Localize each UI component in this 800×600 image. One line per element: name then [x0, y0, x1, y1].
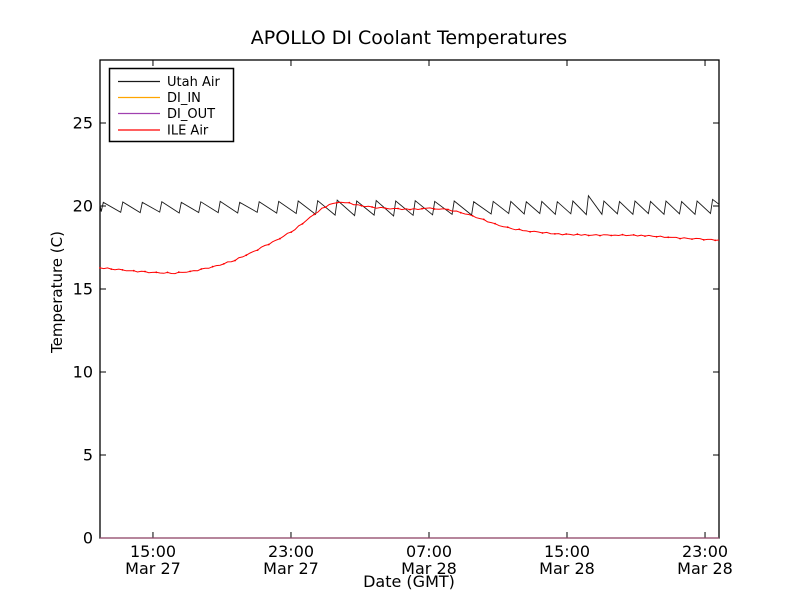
series-ile-air — [99, 201, 720, 275]
data-point-marker — [121, 269, 124, 271]
y-tick-label: 10 — [73, 363, 93, 382]
x-tick-time: 23:00 — [268, 542, 314, 561]
data-point-marker — [301, 222, 304, 225]
data-point-marker — [433, 208, 436, 210]
data-point-marker — [384, 207, 387, 210]
data-point-marker — [702, 239, 705, 241]
y-tick-label: 15 — [73, 280, 93, 299]
data-point-marker — [565, 233, 568, 235]
data-point-marker — [234, 259, 237, 262]
data-point-marker — [644, 235, 646, 238]
x-tick-time: 23:00 — [682, 542, 728, 561]
y-tick-labels: 0 5 10 15 20 25 — [73, 114, 93, 548]
data-point-marker — [506, 226, 509, 229]
data-point-marker — [632, 234, 635, 236]
series-utah-air — [99, 194, 720, 217]
data-point-marker — [348, 201, 351, 204]
data-point-marker — [576, 233, 579, 236]
x-tick-date: Mar 27 — [125, 559, 181, 578]
y-tick-label: 5 — [83, 446, 93, 465]
data-point-marker — [336, 201, 338, 204]
data-point-marker — [360, 204, 363, 207]
data-point-marker — [211, 265, 214, 268]
data-point-marker — [256, 249, 259, 252]
data-point-marker — [667, 236, 670, 239]
data-point-marker — [144, 270, 146, 273]
data-point-marker — [655, 235, 658, 238]
legend: Utah Air DI_IN DI_OUT ILE Air — [108, 67, 235, 143]
data-point-marker — [494, 222, 496, 225]
x-tick-date: Mar 27 — [263, 559, 319, 578]
y-axis-label: Temperature (C) — [48, 231, 66, 354]
data-point-marker — [132, 269, 135, 272]
legend-label-utah-air: Utah Air — [167, 75, 220, 90]
ile-air-point-markers — [99, 201, 717, 274]
x-tick-date: Mar 28 — [401, 559, 457, 578]
data-point-marker — [110, 268, 113, 270]
chart-title: APOLLO DI Coolant Temperatures — [251, 27, 567, 49]
data-point-marker — [714, 239, 717, 242]
data-point-marker — [222, 263, 225, 265]
x-tick-date: Mar 28 — [539, 559, 595, 578]
series-group — [99, 194, 720, 539]
data-point-marker — [155, 271, 158, 274]
y-tick-label: 25 — [73, 114, 93, 133]
data-point-marker — [267, 243, 270, 246]
data-point-marker — [200, 268, 203, 270]
data-point-marker — [290, 231, 293, 234]
data-point-marker — [313, 213, 315, 216]
x-tick-date: Mar 28 — [677, 559, 733, 578]
data-point-marker — [397, 207, 399, 210]
data-point-marker — [447, 208, 449, 211]
data-point-marker — [166, 271, 169, 274]
data-point-marker — [529, 230, 531, 233]
data-point-marker — [245, 254, 248, 257]
data-point-marker — [691, 238, 693, 241]
data-point-marker — [471, 214, 474, 217]
data-point-marker — [541, 232, 544, 234]
legend-label-di-in: DI_IN — [167, 91, 201, 106]
data-point-marker — [679, 237, 681, 240]
data-point-marker — [459, 211, 462, 214]
data-point-marker — [409, 208, 411, 211]
x-tick-time: 07:00 — [406, 542, 452, 561]
legend-label-ile-air: ILE Air — [167, 124, 209, 139]
data-point-marker — [587, 234, 590, 237]
data-point-marker — [177, 271, 180, 274]
data-point-marker — [99, 267, 101, 269]
data-point-marker — [279, 237, 281, 240]
data-point-marker — [482, 218, 485, 221]
x-tick-time: 15:00 — [544, 542, 590, 561]
data-point-marker — [621, 233, 624, 236]
data-point-marker — [189, 270, 192, 273]
x-axis-label: Date (GMT) — [363, 572, 455, 591]
x-tick-labels: 15:00 Mar 27 23:00 Mar 27 07:00 Mar 28 1… — [125, 542, 733, 578]
data-point-marker — [554, 233, 556, 235]
data-point-marker — [599, 234, 601, 237]
data-point-marker — [371, 206, 373, 208]
x-tick-time: 15:00 — [130, 542, 176, 561]
legend-box — [108, 67, 235, 143]
data-point-marker — [324, 206, 327, 209]
data-point-marker — [518, 228, 521, 231]
y-tick-label: 20 — [73, 197, 93, 216]
data-point-marker — [610, 234, 613, 237]
legend-label-di-out: DI_OUT — [167, 107, 215, 122]
data-point-marker — [421, 207, 423, 210]
y-tick-label: 0 — [83, 529, 93, 548]
